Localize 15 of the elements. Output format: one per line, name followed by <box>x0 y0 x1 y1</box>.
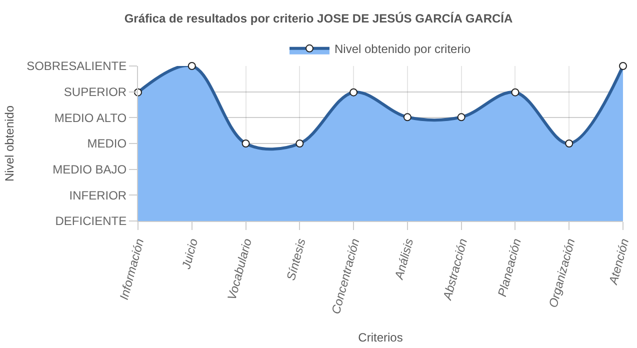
chart-title: Gráfica de resultados por criterio JOSE DE JESÚS GARCÍA GARCÍA <box>124 11 513 26</box>
category-label: MEDIO BAJO <box>52 162 127 177</box>
category-label: SUPERIOR <box>64 85 127 100</box>
category-label: INFERIOR <box>69 188 127 202</box>
category-label: DEFICIENTE <box>55 214 127 228</box>
category-label: SOBRESALIENTE <box>26 59 127 74</box>
category-label: MEDIO <box>87 136 127 151</box>
x-tick-label: Análisis <box>392 237 416 282</box>
x-axis-title: Criterios <box>358 330 403 344</box>
text: Nivel obtenido <box>2 105 16 182</box>
x-tick-label: Juicio <box>178 236 201 272</box>
x-tick-label: Atención <box>606 236 632 287</box>
x-tick-label: Síntesis <box>284 237 308 282</box>
legend-label: Nivel obtenido por criterio <box>334 42 471 56</box>
category-label: MEDIO ALTO <box>54 110 127 125</box>
